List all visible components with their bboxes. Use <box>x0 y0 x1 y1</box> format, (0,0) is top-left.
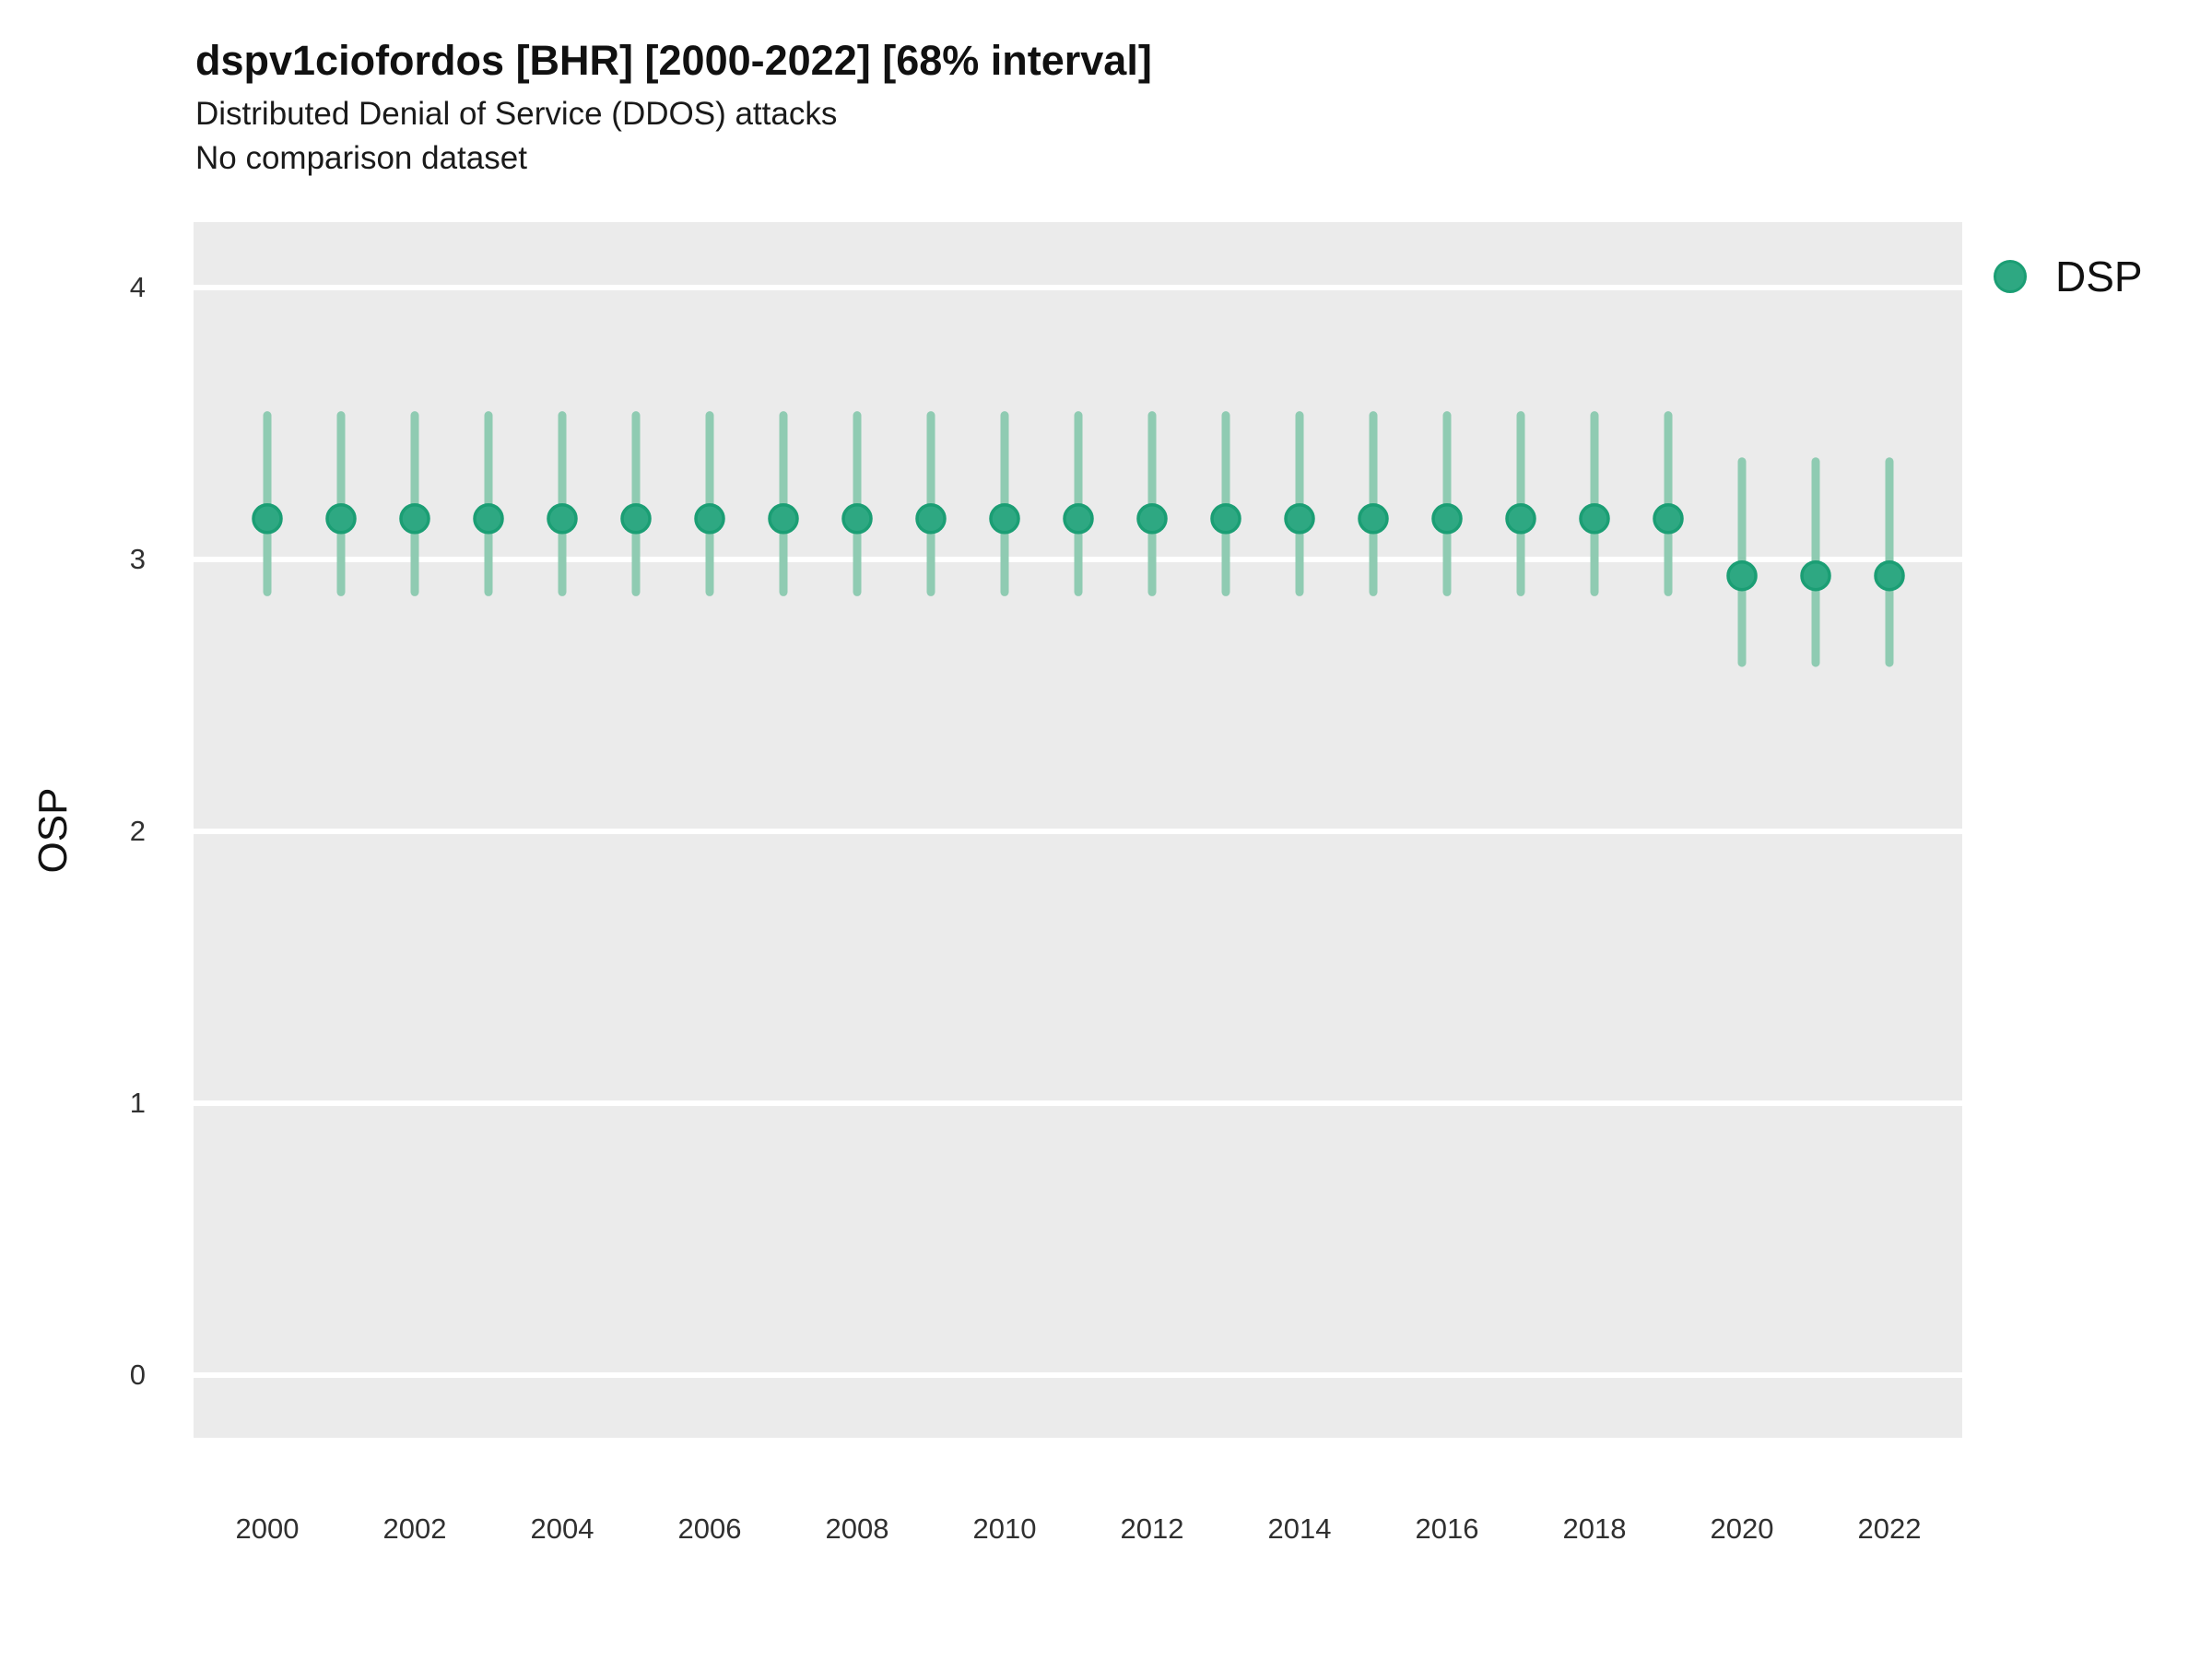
x-tick-label-2014: 2014 <box>1267 1512 1332 1545</box>
plot-canvas <box>194 285 1962 1378</box>
data-point-2020 <box>1726 559 1758 592</box>
data-point-2008 <box>841 503 873 535</box>
x-tick-label-2016: 2016 <box>1415 1512 1479 1545</box>
legend: DSP <box>1994 253 2143 300</box>
data-point-2021 <box>1800 559 1831 592</box>
data-point-2005 <box>620 503 652 535</box>
data-point-2006 <box>694 503 725 535</box>
data-point-2015 <box>1358 503 1389 535</box>
x-tick-label-2000: 2000 <box>235 1512 300 1545</box>
chart-title: dspv1ciofordos [BHR] [2000-2022] [68% in… <box>195 37 1152 84</box>
data-point-2017 <box>1505 503 1536 535</box>
x-tick-label-2022: 2022 <box>1857 1512 1922 1545</box>
chart-subtitle: Distributed Denial of Service (DDOS) att… <box>195 96 838 132</box>
data-point-2000 <box>252 503 283 535</box>
data-point-2003 <box>473 503 504 535</box>
data-point-2022 <box>1874 559 1905 592</box>
x-tick-label-2004: 2004 <box>530 1512 594 1545</box>
data-point-2010 <box>989 503 1020 535</box>
data-point-2011 <box>1063 503 1094 535</box>
data-point-2016 <box>1431 503 1463 535</box>
x-tick-label-2020: 2020 <box>1710 1512 1774 1545</box>
y-tick-label-3: 3 <box>129 543 146 575</box>
data-point-2004 <box>547 503 578 535</box>
plot-panel <box>194 222 1962 1438</box>
y-tick-label-4: 4 <box>129 271 146 303</box>
data-point-2007 <box>768 503 799 535</box>
x-tick-label-2002: 2002 <box>382 1512 447 1545</box>
y-tick-label-1: 1 <box>129 1087 146 1119</box>
y-tick-label-2: 2 <box>129 815 146 847</box>
comparison-note: No comparison dataset <box>195 140 527 176</box>
x-tick-label-2008: 2008 <box>825 1512 889 1545</box>
data-point-2019 <box>1653 503 1684 535</box>
x-tick-label-2006: 2006 <box>677 1512 742 1545</box>
x-tick-label-2018: 2018 <box>1562 1512 1627 1545</box>
data-point-2002 <box>399 503 430 535</box>
x-tick-label-2012: 2012 <box>1120 1512 1184 1545</box>
data-point-2014 <box>1284 503 1315 535</box>
y-tick-label-0: 0 <box>129 1359 146 1391</box>
legend-point-icon <box>1994 260 2027 293</box>
data-point-2001 <box>325 503 357 535</box>
data-point-2009 <box>915 503 947 535</box>
data-point-2012 <box>1136 503 1168 535</box>
x-tick-label-2010: 2010 <box>972 1512 1037 1545</box>
legend-label: DSP <box>2055 253 2143 300</box>
data-point-2013 <box>1210 503 1241 535</box>
data-point-2018 <box>1579 503 1610 535</box>
